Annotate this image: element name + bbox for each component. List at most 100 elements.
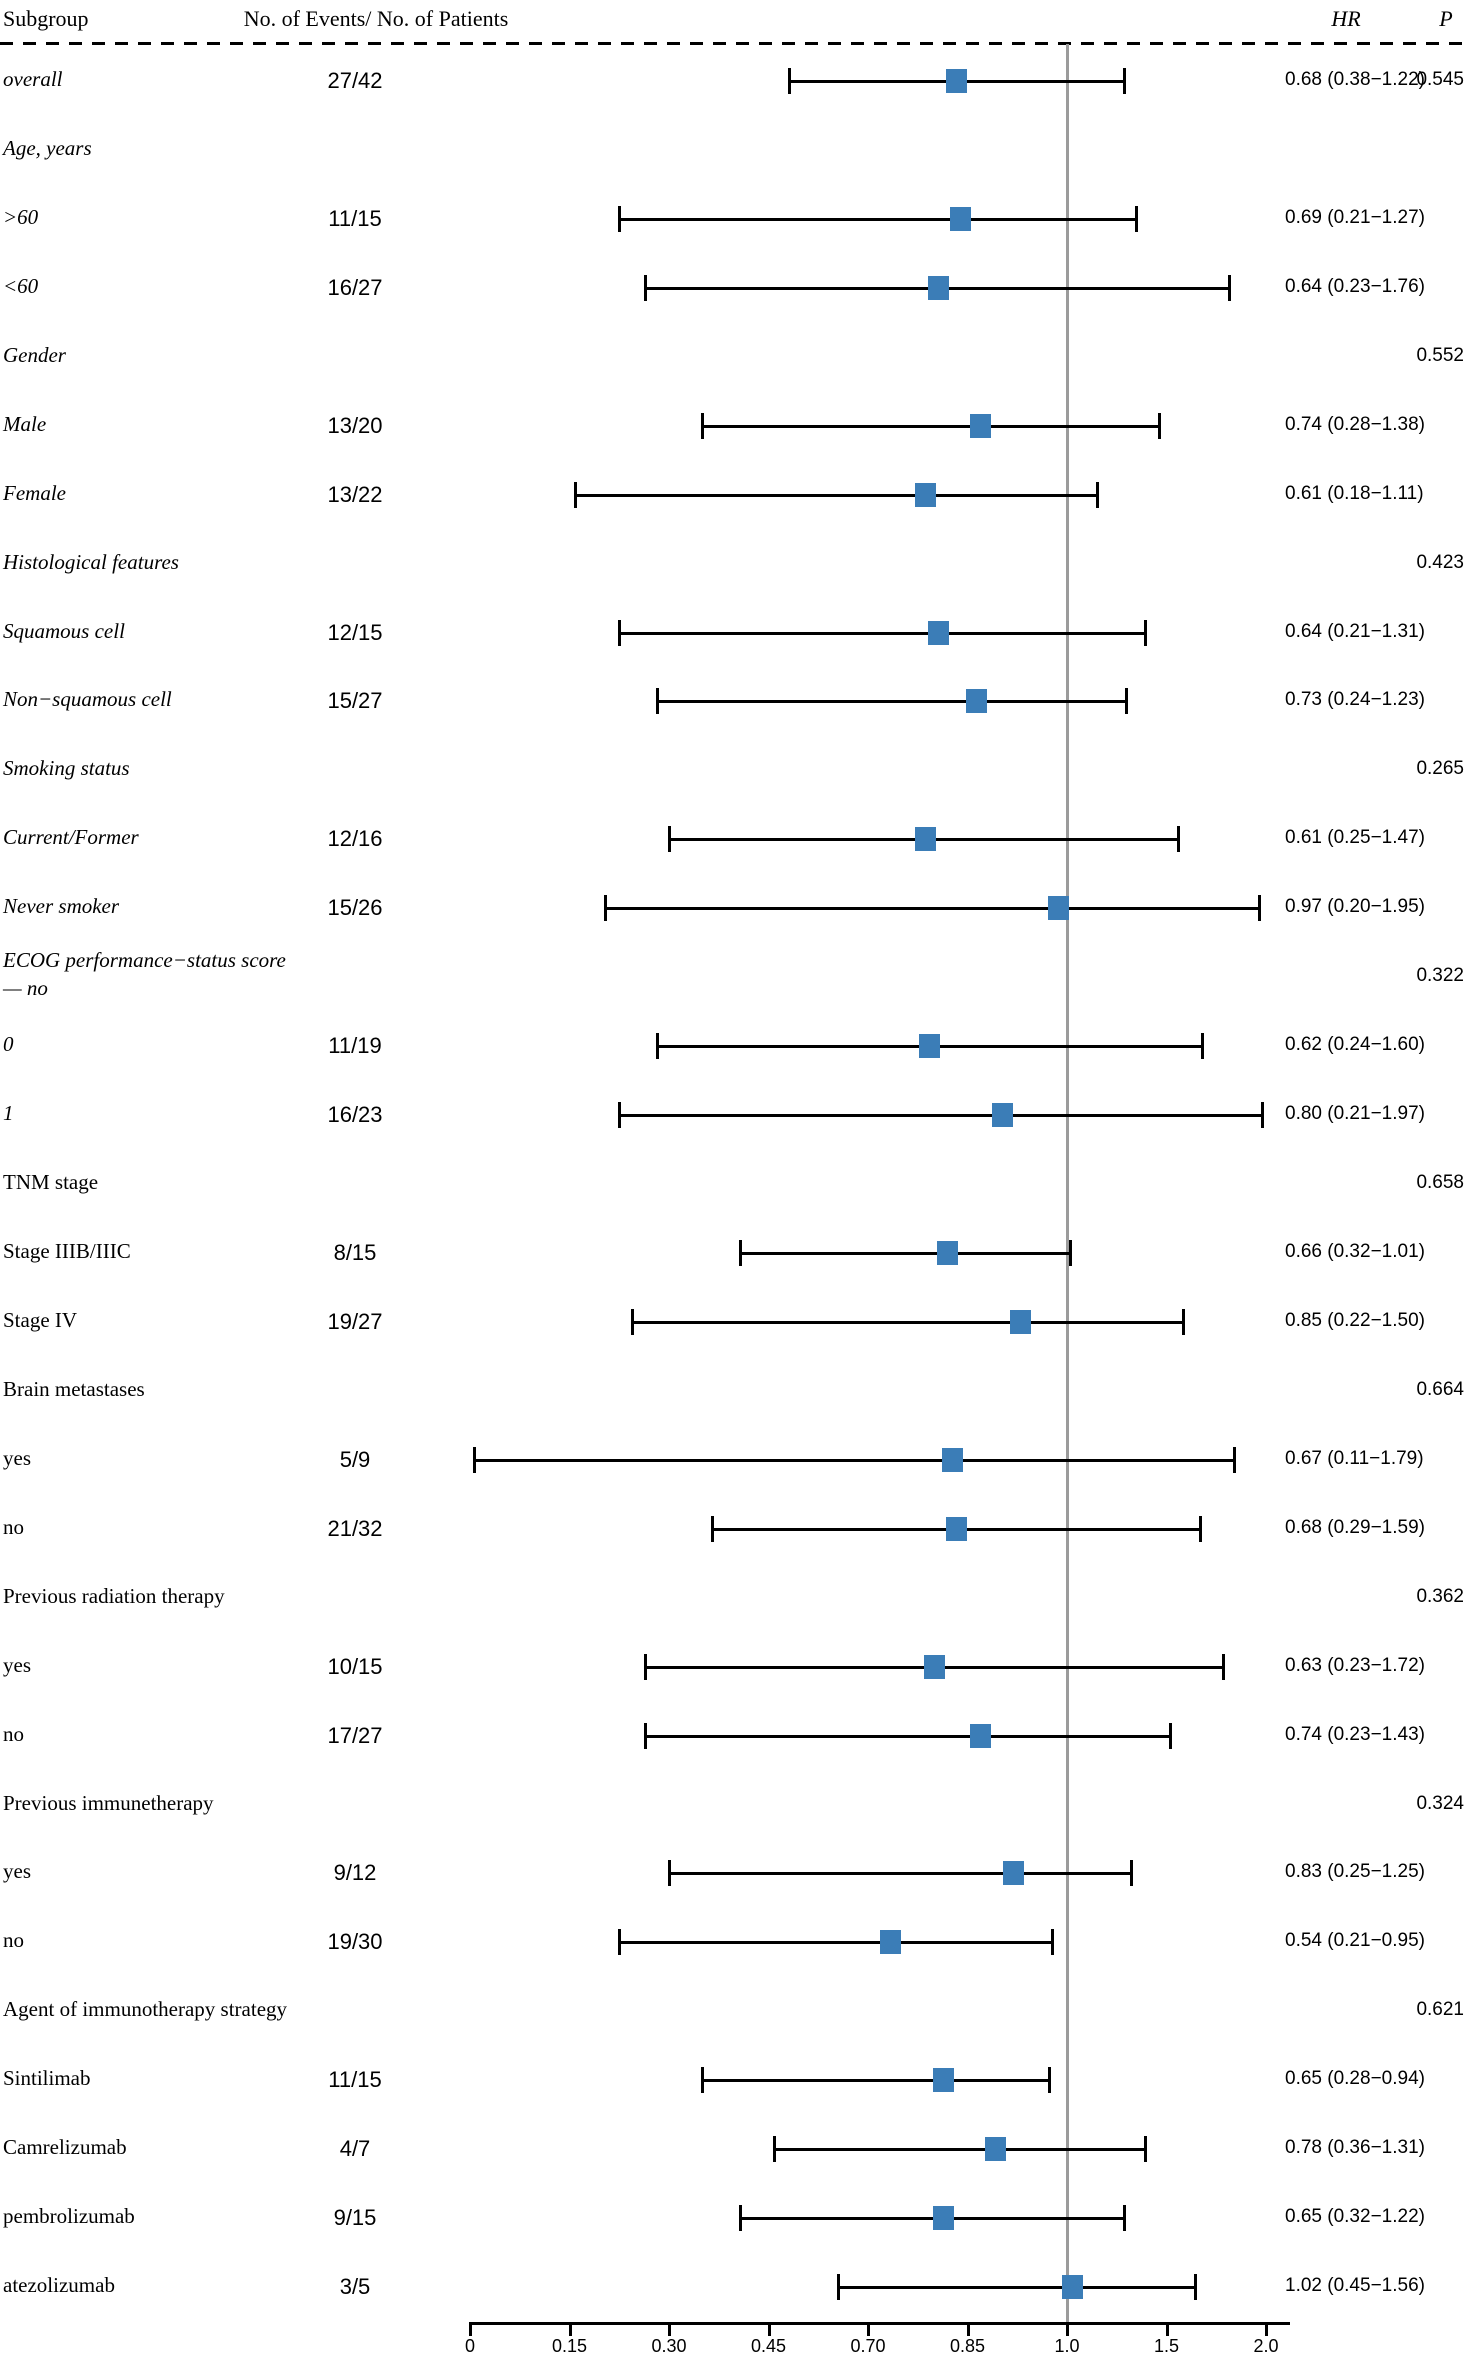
hazard-ratio-marker — [914, 482, 936, 507]
events-patients-value: 16/27 — [327, 274, 383, 300]
ci-cap-upper — [1143, 2136, 1147, 2163]
x-axis-tick — [867, 2322, 870, 2336]
hazard-ratio-marker — [966, 689, 988, 714]
hr-ci-text: 0.61 (0.18−1.11) — [1285, 482, 1424, 504]
subgroup-section-label: TNM stage — [3, 1170, 99, 1195]
ci-whisker-line — [618, 217, 1136, 221]
hazard-ratio-marker — [879, 1930, 901, 1955]
subgroup-row-label: no — [3, 1721, 24, 1746]
hr-ci-text: 0.74 (0.23−1.43) — [1285, 1723, 1425, 1745]
ci-cap-lower — [631, 1308, 635, 1335]
ci-whisker-line — [739, 2217, 1125, 2221]
events-patients-value: 19/27 — [327, 1308, 383, 1334]
ci-whisker-line — [632, 1320, 1184, 1324]
subgroup-row-label: Stage IV — [3, 1307, 78, 1332]
ci-cap-lower — [644, 1722, 648, 1749]
hr-ci-text: 0.65 (0.32−1.22) — [1285, 2206, 1425, 2228]
ci-cap-lower — [788, 68, 792, 94]
hr-ci-text: 0.74 (0.28−1.38) — [1285, 413, 1425, 435]
subgroup-section-label: Smoking status — [3, 756, 130, 781]
hazard-ratio-marker — [985, 2137, 1007, 2162]
column-header-hazard-ratio: HR — [1331, 6, 1361, 31]
hr-ci-text: 0.78 (0.36−1.31) — [1285, 2137, 1425, 2159]
hr-ci-text: 0.64 (0.21−1.31) — [1285, 620, 1425, 642]
events-patients-value: 3/5 — [339, 2274, 371, 2300]
events-patients-value: 9/12 — [333, 1860, 377, 1886]
subgroup-row-label: <60 — [3, 273, 39, 298]
ci-whisker-line — [657, 700, 1127, 704]
subgroup-row-label: Stage IIIB/IIIC — [3, 1238, 131, 1263]
header-divider-dashed-line — [0, 42, 1467, 45]
ci-cap-lower — [668, 1860, 671, 1887]
ci-whisker-line — [701, 2079, 1050, 2083]
p-value: 0.664 — [1416, 1378, 1464, 1400]
subgroup-row-label: Male — [3, 411, 47, 436]
x-axis-line — [470, 2322, 1290, 2325]
hazard-ratio-marker — [949, 206, 971, 231]
p-value: 0.552 — [1416, 344, 1464, 366]
subgroup-row-label: 0 — [3, 1032, 14, 1057]
p-value: 0.545 — [1416, 69, 1464, 90]
subgroup-row-label: 1 — [3, 1101, 14, 1126]
ci-cap-lower — [656, 1033, 660, 1060]
ci-cap-upper — [1051, 1929, 1055, 1956]
column-header-p-value: P — [1439, 6, 1453, 31]
x-axis-tick-label: 2.0 — [1253, 2336, 1279, 2356]
events-patients-value: 11/15 — [328, 205, 382, 231]
hazard-ratio-marker — [970, 1723, 992, 1748]
ci-cap-upper — [1048, 2067, 1052, 2094]
ci-cap-lower — [710, 1515, 714, 1542]
hazard-ratio-marker — [1062, 2275, 1084, 2300]
hazard-ratio-marker — [919, 1034, 941, 1059]
hazard-ratio-marker — [932, 2068, 954, 2093]
hazard-ratio-marker — [914, 827, 936, 852]
hr-ci-text: 0.54 (0.21−0.95) — [1285, 1930, 1425, 1952]
events-patients-value: 9/15 — [333, 2205, 377, 2231]
ci-cap-lower — [700, 412, 704, 439]
events-patients-value: 13/20 — [327, 412, 383, 438]
hr-ci-text: 0.97 (0.20−1.95) — [1285, 896, 1425, 918]
subgroup-section-label: Age, years — [3, 135, 92, 160]
ci-cap-upper — [1068, 1239, 1072, 1266]
hazard-ratio-marker — [937, 1240, 959, 1265]
ci-cap-upper — [1168, 1722, 1172, 1749]
x-axis-tick-label: 0.70 — [850, 2336, 886, 2356]
x-axis-tick — [966, 2322, 970, 2336]
ci-whisker-line — [645, 1734, 1170, 1738]
x-axis-tick-label: 0.45 — [750, 2336, 787, 2356]
ci-cap-lower — [836, 2274, 840, 2301]
ci-whisker-line — [837, 2286, 1195, 2290]
events-patients-value: 15/27 — [327, 688, 383, 714]
ci-cap-lower — [644, 1653, 648, 1680]
ci-whisker-line — [701, 424, 1160, 428]
hr-ci-text: 0.67 (0.11−1.79) — [1285, 1447, 1424, 1469]
events-patients-value: 5/9 — [339, 1446, 371, 1472]
x-axis-tick-label: 1.5 — [1153, 2336, 1180, 2356]
events-patients-value: 12/16 — [327, 826, 383, 852]
hazard-ratio-marker — [941, 1447, 963, 1472]
hazard-ratio-marker — [970, 413, 992, 438]
ci-cap-upper — [1193, 2274, 1197, 2301]
hazard-ratio-marker — [992, 1103, 1014, 1128]
ci-cap-upper — [1199, 1515, 1203, 1542]
x-axis-tick-label: 0.30 — [651, 2336, 687, 2356]
ci-cap-lower — [617, 619, 621, 646]
events-patients-value: 21/32 — [327, 1515, 383, 1541]
hr-ci-text: 0.69 (0.21−1.27) — [1285, 206, 1425, 228]
ci-cap-upper — [1176, 826, 1180, 853]
section-label-line1: ECOG performance−status score — [3, 948, 286, 973]
ci-whisker-line — [739, 1251, 1070, 1255]
events-patients-value: 17/27 — [327, 1722, 383, 1748]
hazard-ratio-marker — [1047, 896, 1069, 921]
subgroup-section-label: Previous immunetherapy — [3, 1790, 214, 1815]
ci-whisker-line — [474, 1458, 1235, 1462]
x-axis-tick-label: 0.15 — [551, 2336, 588, 2356]
hr-ci-text: 0.80 (0.21−1.97) — [1285, 1103, 1425, 1125]
p-value: 0.322 — [1416, 965, 1464, 987]
hr-ci-text: 0.64 (0.23−1.76) — [1285, 275, 1425, 297]
hr-ci-text: 0.61 (0.25−1.47) — [1285, 827, 1425, 849]
ci-cap-upper — [1158, 412, 1162, 439]
subgroup-row-label: yes — [3, 1445, 31, 1470]
x-axis-tick — [668, 2322, 671, 2336]
